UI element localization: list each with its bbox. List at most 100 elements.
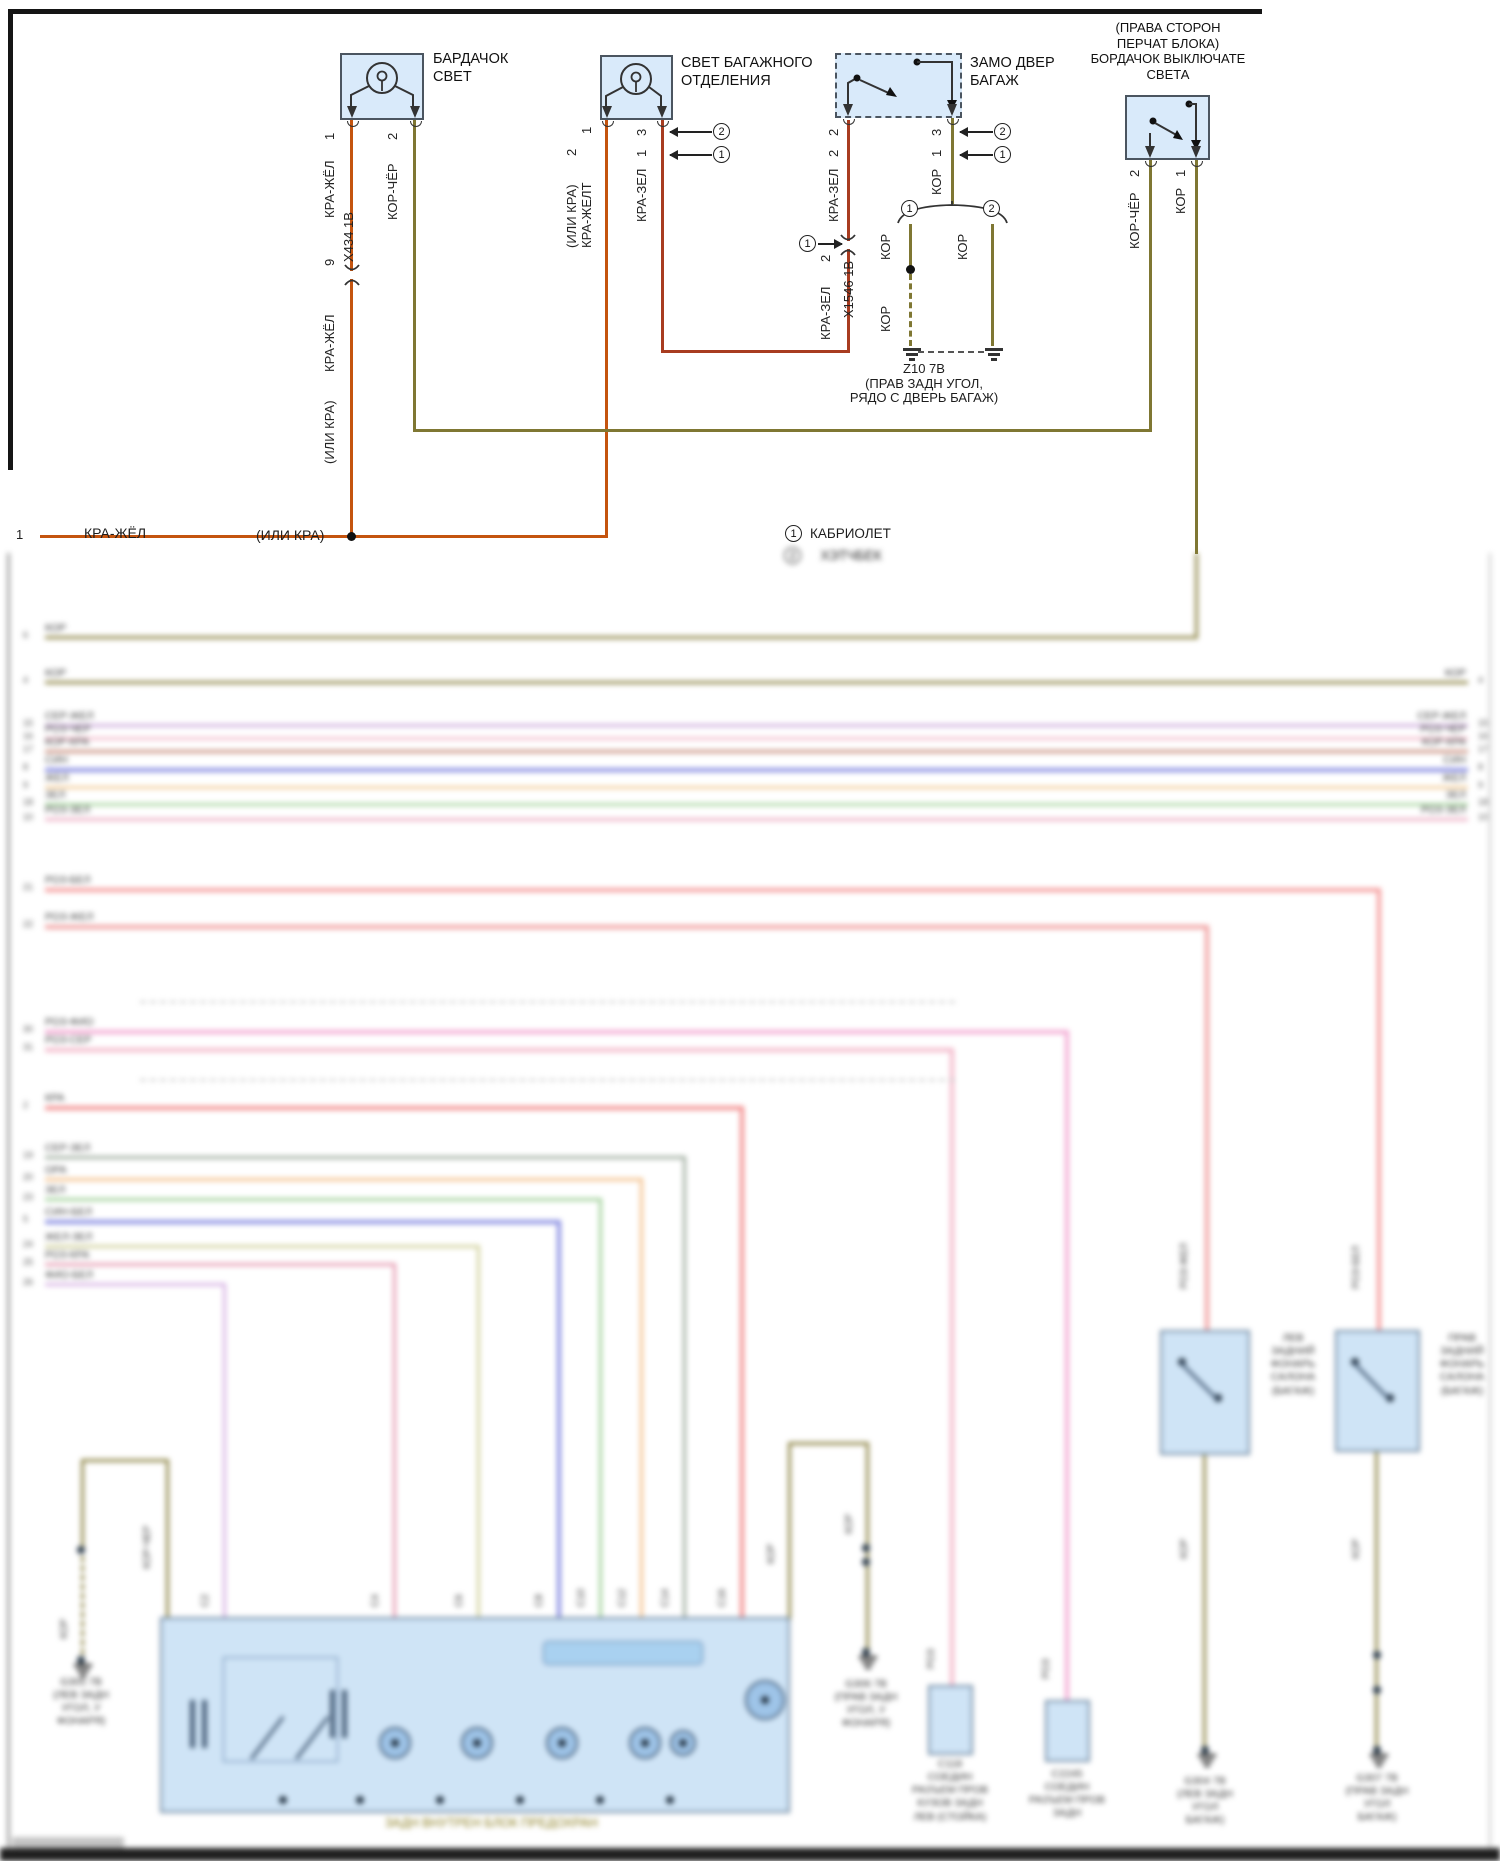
glovebox-light-title: БАРДАЧОК СВЕТ [433, 51, 509, 85]
wire-kra-zel-bus [661, 350, 850, 353]
pin-socket-icon [1144, 161, 1157, 167]
arrow-head [669, 150, 678, 160]
variant-badge: 1 [799, 235, 816, 252]
wire-segment [45, 724, 1468, 727]
variant-badge: 2 [713, 123, 730, 140]
pin-socket-icon [601, 121, 614, 127]
junction-dot [862, 1558, 870, 1566]
junction-dot [1386, 1394, 1394, 1402]
component-label: ЛЕВ ЗАДНИЙ ФОНАРЬ САЛОНА (БАГАЖ) [1270, 1332, 1316, 1397]
junction-dot [679, 1739, 687, 1747]
connector-x434-icon [344, 264, 360, 286]
wire-label: КОР [844, 1513, 855, 1534]
wire-segment [788, 1442, 869, 1445]
pin-arrow-icon [947, 104, 957, 116]
junction-dot [77, 1656, 85, 1664]
wire-segment [45, 681, 1468, 684]
pin-wire-label: КРА-ЗЕЛ [634, 168, 649, 222]
wire-label: РОЗ-ЗЕЛ [1420, 804, 1466, 816]
watermark-blob [12, 1837, 124, 1848]
variant-badge: 2 [983, 200, 1000, 217]
wire-label: КОР [1444, 667, 1466, 679]
wire-segment [1195, 553, 1198, 639]
page-border-top [8, 9, 1262, 14]
wire-pin-number: 10 [1478, 812, 1489, 822]
wire-label: С2 [200, 1594, 211, 1607]
wire-label: ФИО-БЕЛ [45, 1269, 93, 1281]
junction-dot [77, 1546, 85, 1554]
junction-dot [906, 265, 915, 274]
wire-label: РОЗ [926, 1648, 937, 1669]
pin-wire-label: КРА-ЖЁЛ [322, 314, 337, 372]
wire-pin-number: 16 [1478, 731, 1489, 741]
wire-pin-number: 8 [1478, 762, 1484, 772]
wire-label: РОЗ-ФИО [45, 1016, 94, 1028]
wire-segment [599, 1198, 602, 1620]
wire-label: ОРА [45, 1164, 67, 1176]
wire-segment [45, 925, 1208, 929]
wire-segment [1377, 888, 1381, 1334]
wire-segment [45, 1178, 642, 1181]
power-wire-alt-label: (ИЛИ КРА) [256, 527, 325, 543]
pin-wire-label: КОР [878, 233, 893, 260]
wire-segment [557, 1220, 561, 1620]
wire-label: С16 [717, 1588, 728, 1607]
wire-segment [45, 803, 1468, 806]
wire-kor-branch-left-dashed [909, 274, 912, 346]
wire-label: С4 [370, 1594, 381, 1607]
wire-segment [45, 1048, 953, 1052]
pin-socket-icon [1190, 161, 1203, 167]
wire-pin-number: 31 [23, 1042, 34, 1052]
diagram-shape [543, 1641, 703, 1665]
ground-icon [73, 1664, 93, 1679]
pin-wire-label: Х1546 1В [841, 260, 856, 318]
wire-segment [81, 1460, 84, 1552]
arrow-head [834, 239, 843, 249]
wire-segment [788, 1443, 791, 1620]
junction-dot [596, 1796, 604, 1804]
wire-pin-number: 21 [23, 882, 34, 892]
diagram-shape [223, 1657, 338, 1762]
trunk-lock-box [835, 53, 962, 118]
junction-dot [862, 1648, 870, 1656]
wire-segment [683, 1156, 686, 1620]
wire-kor-cher-switch [1149, 160, 1152, 431]
wire-pin-number: 4 [23, 675, 29, 685]
wire-label: РОЗ-СЕР [45, 1034, 92, 1046]
pin-wire-label: 1 [579, 126, 594, 134]
component-label: С118 СОЕДИН РАЗЪЕМ ПРОВ КУЗОВ ЗАДН ЛЕВ (СТОЙ… [912, 1758, 988, 1823]
variant-arrow [670, 131, 712, 133]
junction-dot [666, 1796, 674, 1804]
pin-wire-label: 2 [564, 148, 579, 156]
wire-label: ЗЕЛ [45, 1184, 66, 1196]
diagram-shape [330, 1690, 335, 1738]
junction-dot [436, 1796, 444, 1804]
wire-segment [45, 1220, 559, 1224]
glovebox-switch-title: (ПРАВА СТОРОН ПЕРЧАТ БЛОКА) БОРДАЧОК ВЫКЛ… [1090, 20, 1246, 82]
junction-dot [1214, 1394, 1222, 1402]
wire-label: ЗЕЛ [1445, 789, 1466, 801]
variant-arrow [818, 243, 842, 245]
wire-pin-number: 9 [1478, 780, 1484, 790]
wire-segment [1489, 553, 1491, 1849]
wire-label: С12 [617, 1588, 628, 1607]
pin-socket-icon [842, 119, 855, 125]
pin-wire-label: 1 [634, 149, 649, 157]
pin-wire-label: КРА-ЖЕЛТ [579, 182, 594, 248]
pin-wire-label: КОР-ЧЁР [1127, 192, 1142, 249]
component-label: G307 7В (ПРАВ ЗАДН УГОЛ БАГАЖ) [1345, 1772, 1409, 1824]
ground-icon [1369, 1754, 1389, 1769]
wire-segment [81, 1459, 169, 1462]
wire-label: СИН [1443, 754, 1466, 766]
component-label: ПРАВ ЗАДНИЙ ФОНАРЬ САЛОНА (БАГАЖ) [1439, 1332, 1485, 1397]
ground-note: Z10 7В (ПРАВ ЗАДН УГОЛ, РЯДО С ДВЕРЬ БАГ… [849, 361, 999, 405]
wire-kra-zhelt [605, 120, 608, 537]
diagram-shape [0, 1848, 1500, 1861]
trunk-light-title: СВЕТ БАГАЖНОГО ОТДЕЛЕНИЯ [681, 55, 813, 89]
pin-wire-label: 9 [322, 258, 337, 266]
wire-label: С10 [576, 1588, 587, 1607]
wire-segment [45, 750, 1468, 753]
diagram-shape [190, 1700, 195, 1748]
ground-icon [902, 348, 922, 363]
pin-wire-label: (ИЛИ КРА) [564, 184, 579, 248]
